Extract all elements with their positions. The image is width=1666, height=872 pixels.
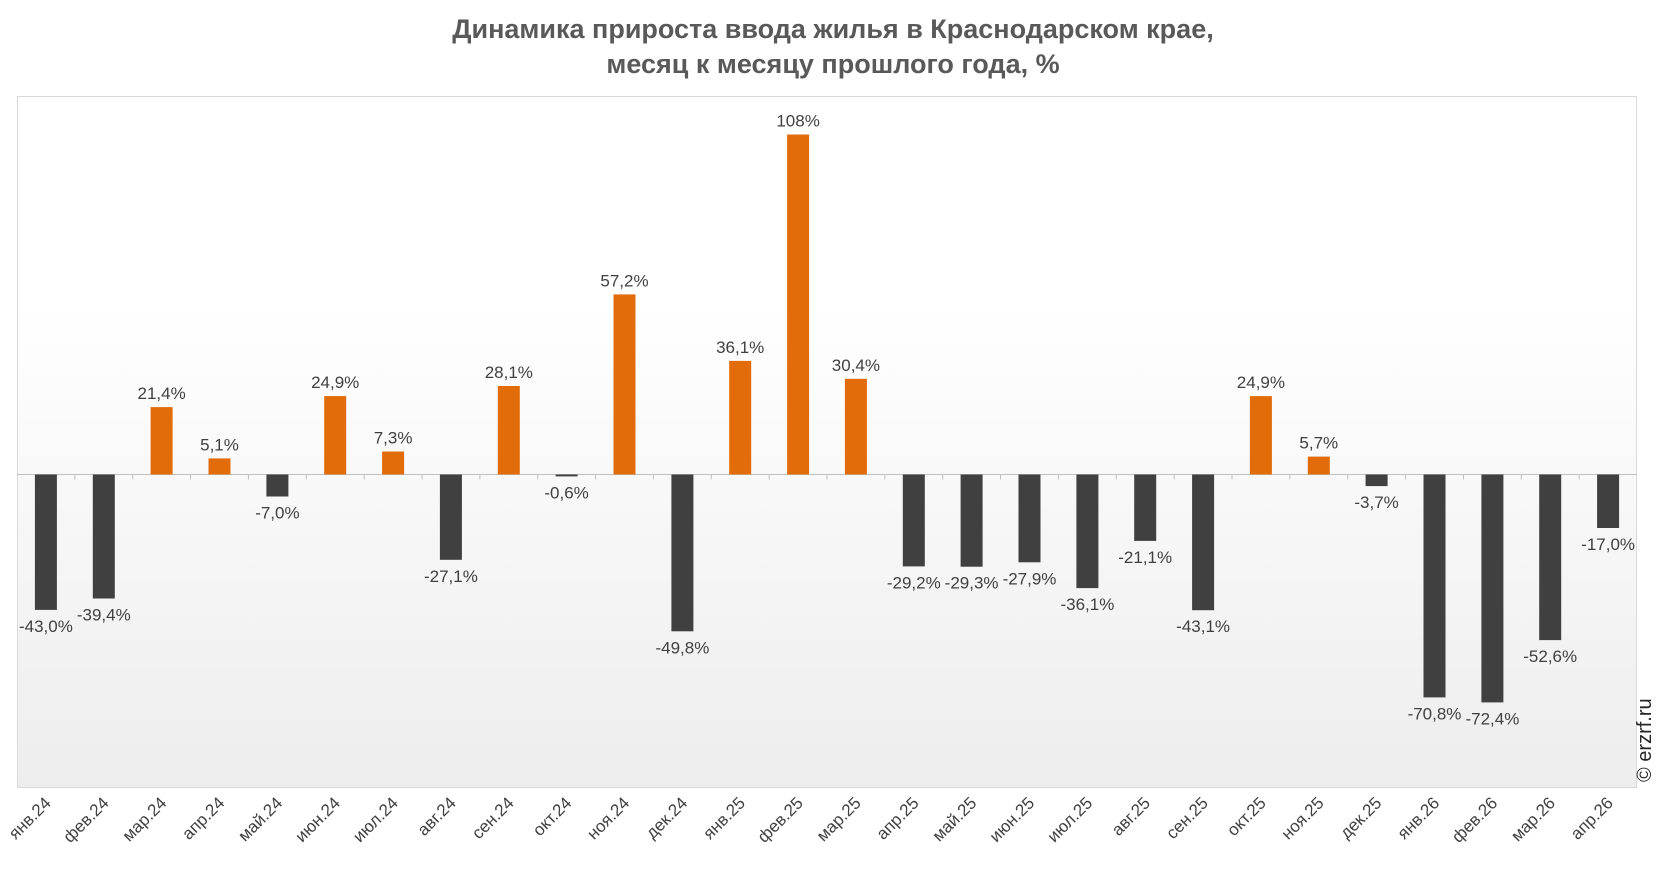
- x-tick-label: апр.24: [178, 793, 228, 843]
- x-tick-label: фев.24: [60, 793, 113, 846]
- x-tick-label: окт.25: [1223, 793, 1269, 839]
- bar-янв.24: [34, 474, 57, 610]
- data-label: 24,9%: [311, 373, 359, 392]
- data-label: -17,0%: [1581, 535, 1635, 554]
- x-tick-label: май.25: [929, 793, 981, 845]
- bar-июл.24: [382, 451, 405, 475]
- bar-июн.24: [324, 396, 347, 475]
- bar-сен.25: [1192, 474, 1215, 611]
- data-label: -70,8%: [1408, 704, 1462, 723]
- bar-май.24: [266, 474, 289, 497]
- bar-апр.25: [902, 474, 925, 567]
- x-tick-label: авг.25: [1108, 793, 1154, 839]
- x-tick-label: фев.26: [1448, 793, 1501, 846]
- bar-ноя.25: [1307, 456, 1330, 475]
- bar-фев.26: [1481, 474, 1504, 703]
- x-tick-label: сен.24: [468, 793, 517, 842]
- bar-фев.25: [787, 134, 810, 475]
- x-tick-label: фев.25: [754, 793, 807, 846]
- chart-title-line-1: Динамика прироста ввода жилья в Краснода…: [452, 14, 1214, 44]
- data-label: 7,3%: [374, 429, 413, 448]
- data-label: -7,0%: [255, 504, 299, 523]
- data-label: 21,4%: [137, 384, 185, 403]
- data-label: -29,3%: [945, 574, 999, 593]
- data-label: -3,7%: [1354, 493, 1398, 512]
- data-label: 30,4%: [832, 356, 880, 375]
- data-label: 108%: [776, 112, 819, 131]
- data-label: 5,7%: [1299, 434, 1338, 453]
- data-label: -27,1%: [424, 567, 478, 586]
- chart-title: Динамика прироста ввода жилья в Краснода…: [0, 12, 1666, 82]
- bar-фев.24: [92, 474, 115, 599]
- watermark: © erzrf.ru: [1634, 698, 1656, 782]
- x-tick-label: янв.26: [1394, 793, 1444, 843]
- x-tick-label: авг.24: [414, 793, 460, 839]
- x-tick-label: янв.24: [5, 793, 55, 843]
- bar-июл.25: [1076, 474, 1099, 589]
- bar-дек.25: [1365, 474, 1388, 487]
- x-tick-label: дек.24: [642, 793, 691, 842]
- data-label: -43,1%: [1176, 617, 1230, 636]
- bar-мар.24: [150, 407, 173, 475]
- data-label: -39,4%: [77, 606, 131, 625]
- bar-ноя.24: [613, 294, 636, 475]
- data-label: -21,1%: [1118, 548, 1172, 567]
- data-label: 24,9%: [1237, 373, 1285, 392]
- data-label: -72,4%: [1465, 709, 1519, 728]
- x-tick-label: мар.24: [119, 793, 171, 845]
- x-tick-label: мар.26: [1507, 793, 1559, 845]
- data-label: -29,2%: [887, 573, 941, 592]
- data-label: -52,6%: [1523, 647, 1577, 666]
- data-label: -27,9%: [1003, 569, 1057, 588]
- data-label: -43,0%: [19, 617, 73, 636]
- plot-area: [17, 96, 1637, 788]
- x-tick-label: дек.25: [1336, 793, 1385, 842]
- bar-апр.24: [208, 458, 231, 475]
- bar-авг.24: [439, 474, 462, 560]
- bar-янв.25: [729, 360, 752, 475]
- bar-июн.25: [1018, 474, 1041, 563]
- x-tick-label: июн.24: [292, 793, 345, 846]
- chart-title-line-2: месяц к месяцу прошлого года, %: [606, 49, 1060, 79]
- bar-май.25: [960, 474, 983, 567]
- bar-мар.26: [1539, 474, 1562, 641]
- data-label: 28,1%: [485, 363, 533, 382]
- x-tick-label: ноя.24: [583, 793, 633, 843]
- x-tick-label: июн.25: [986, 793, 1039, 846]
- x-tick-label: окт.24: [529, 793, 575, 839]
- bar-авг.25: [1134, 474, 1157, 541]
- x-tick-label: мар.25: [813, 793, 865, 845]
- data-label: -0,6%: [544, 483, 588, 502]
- data-label: 57,2%: [600, 271, 648, 290]
- bar-окт.24: [555, 474, 578, 477]
- x-tick-label: июл.24: [349, 793, 402, 846]
- x-tick-label: янв.25: [699, 793, 749, 843]
- x-tick-label: май.24: [234, 793, 286, 845]
- x-tick-label: сен.25: [1162, 793, 1211, 842]
- bar-янв.26: [1423, 474, 1446, 698]
- x-tick-label: апр.26: [1567, 793, 1617, 843]
- x-tick-label: апр.25: [873, 793, 923, 843]
- data-label: -36,1%: [1060, 595, 1114, 614]
- bar-апр.26: [1597, 474, 1620, 528]
- data-label: -49,8%: [655, 638, 709, 657]
- x-tick-label: ноя.25: [1278, 793, 1328, 843]
- bar-мар.25: [844, 378, 867, 475]
- bar-сен.24: [497, 386, 520, 475]
- x-tick-label: июл.25: [1044, 793, 1097, 846]
- bar-дек.24: [671, 474, 694, 632]
- data-label: 5,1%: [200, 435, 239, 454]
- data-label: 36,1%: [716, 338, 764, 357]
- bar-окт.25: [1249, 396, 1272, 475]
